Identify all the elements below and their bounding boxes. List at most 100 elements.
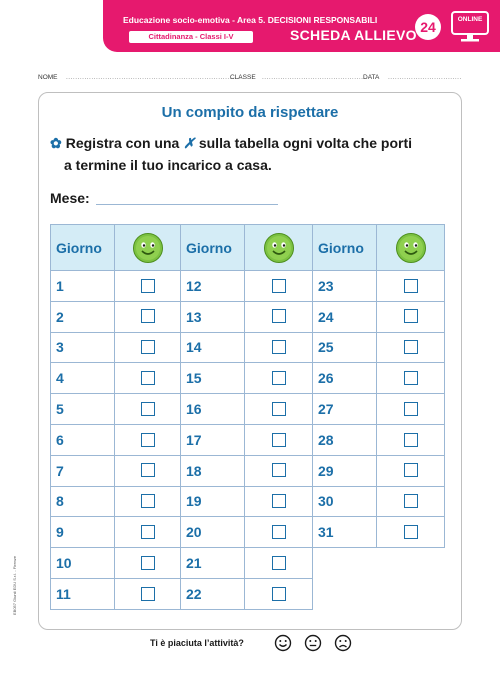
table-row: 25 xyxy=(312,331,445,364)
nome-label: NOME xyxy=(38,74,58,81)
day-number: 30 xyxy=(312,485,377,518)
day-number: 29 xyxy=(312,454,377,487)
day-cell xyxy=(376,423,445,456)
instruction-text: ✿ Registra con una ✗ sulla tabella ogni v… xyxy=(50,132,460,176)
day-number: 28 xyxy=(312,423,377,456)
day-cell xyxy=(244,331,313,364)
online-label: ONLINE xyxy=(457,16,483,23)
day-checkbox[interactable] xyxy=(140,525,155,540)
day-checkbox[interactable] xyxy=(271,340,286,355)
day-cell xyxy=(114,516,181,549)
instruction-part1: Registra con una xyxy=(65,135,180,151)
day-cell xyxy=(244,362,313,395)
day-checkbox[interactable] xyxy=(271,432,286,447)
table-row: 29 xyxy=(312,454,445,487)
day-checkbox[interactable] xyxy=(140,555,155,570)
day-cell xyxy=(244,516,313,549)
happy-face-icon[interactable] xyxy=(274,634,292,657)
day-number: 3 xyxy=(50,331,115,364)
day-cell xyxy=(376,300,445,333)
day-number: 5 xyxy=(50,393,115,425)
day-checkbox[interactable] xyxy=(403,494,418,509)
day-cell xyxy=(114,331,181,364)
table-row: 30 xyxy=(312,485,445,518)
day-checkbox[interactable] xyxy=(271,278,286,293)
day-number: 4 xyxy=(50,362,115,395)
table-row: 5 xyxy=(50,393,181,425)
day-checkbox[interactable] xyxy=(140,586,155,601)
day-cell xyxy=(244,577,313,610)
table-row: 4 xyxy=(50,362,181,395)
table-row: 15 xyxy=(180,362,313,395)
instruction-part3: a termine il tuo incarico a casa. xyxy=(64,157,272,173)
table-row: 21 xyxy=(180,547,313,579)
online-monitor-icon[interactable]: ONLINE xyxy=(450,10,492,44)
table-row: 19 xyxy=(180,485,313,518)
student-fields: NOME ...................................… xyxy=(38,74,478,86)
publisher-code: EB057 Giunti EDU S.r.l. - Firenze xyxy=(12,555,17,615)
day-number: 9 xyxy=(50,516,115,549)
day-header: Giorno xyxy=(50,224,115,271)
day-cell xyxy=(114,423,181,456)
data-field[interactable]: ................................ xyxy=(388,74,462,81)
day-cell xyxy=(376,454,445,487)
day-checkbox[interactable] xyxy=(271,463,286,478)
day-checkbox[interactable] xyxy=(140,371,155,386)
day-checkbox[interactable] xyxy=(140,463,155,478)
nome-field[interactable]: ........................................… xyxy=(66,74,242,81)
day-cell xyxy=(376,362,445,395)
day-cell xyxy=(244,423,313,456)
day-checkbox[interactable] xyxy=(271,371,286,386)
table-row: 13 xyxy=(180,300,313,333)
day-number: 10 xyxy=(50,547,115,579)
day-checkbox[interactable] xyxy=(403,309,418,324)
day-table-1: Giorno 1 2 3 4 5 6 7 8 9 10 11 xyxy=(50,224,181,610)
day-checkbox[interactable] xyxy=(140,432,155,447)
day-header: Giorno xyxy=(180,224,245,271)
day-cell xyxy=(244,393,313,425)
smiley-face-icon xyxy=(395,232,427,263)
day-checkbox[interactable] xyxy=(403,340,418,355)
feedback-question: Ti è piaciuta l’attività? xyxy=(150,638,244,648)
day-checkbox[interactable] xyxy=(271,525,286,540)
day-checkbox[interactable] xyxy=(140,340,155,355)
day-cell xyxy=(376,485,445,518)
instruction-part2: sulla tabella ogni volta che porti xyxy=(198,135,412,151)
day-checkbox[interactable] xyxy=(403,278,418,293)
day-checkbox[interactable] xyxy=(140,494,155,509)
day-number: 17 xyxy=(180,423,245,456)
day-cell xyxy=(114,270,181,302)
day-checkbox[interactable] xyxy=(140,309,155,324)
table-row: 9 xyxy=(50,516,181,549)
worksheet-card xyxy=(38,92,462,630)
table-row: 27 xyxy=(312,393,445,425)
day-checkbox[interactable] xyxy=(271,494,286,509)
day-number: 6 xyxy=(50,423,115,456)
day-checkbox[interactable] xyxy=(140,278,155,293)
day-checkbox[interactable] xyxy=(140,401,155,416)
day-number: 26 xyxy=(312,362,377,395)
month-input[interactable] xyxy=(96,204,278,205)
day-checkbox[interactable] xyxy=(403,432,418,447)
table-row: 12 xyxy=(180,270,313,302)
day-checkbox[interactable] xyxy=(403,401,418,416)
day-cell xyxy=(114,300,181,333)
neutral-face-icon[interactable] xyxy=(304,634,322,657)
day-checkbox[interactable] xyxy=(403,463,418,478)
day-table-3: Giorno 23 24 25 26 27 28 29 30 31 xyxy=(312,224,445,549)
day-checkbox[interactable] xyxy=(403,371,418,386)
day-cell xyxy=(244,547,313,579)
table-row: 8 xyxy=(50,485,181,518)
day-checkbox[interactable] xyxy=(271,555,286,570)
day-number: 31 xyxy=(312,516,377,549)
day-checkbox[interactable] xyxy=(271,401,286,416)
day-checkbox[interactable] xyxy=(271,309,286,324)
day-table-2: Giorno 12 13 14 15 16 17 18 19 20 21 22 xyxy=(180,224,313,610)
day-cell xyxy=(244,454,313,487)
day-checkbox[interactable] xyxy=(403,525,418,540)
sad-face-icon[interactable] xyxy=(334,634,352,657)
classe-label: CLASSE xyxy=(230,74,256,81)
classe-field[interactable]: ........................................… xyxy=(262,74,366,81)
day-cell xyxy=(244,270,313,302)
day-checkbox[interactable] xyxy=(271,586,286,601)
